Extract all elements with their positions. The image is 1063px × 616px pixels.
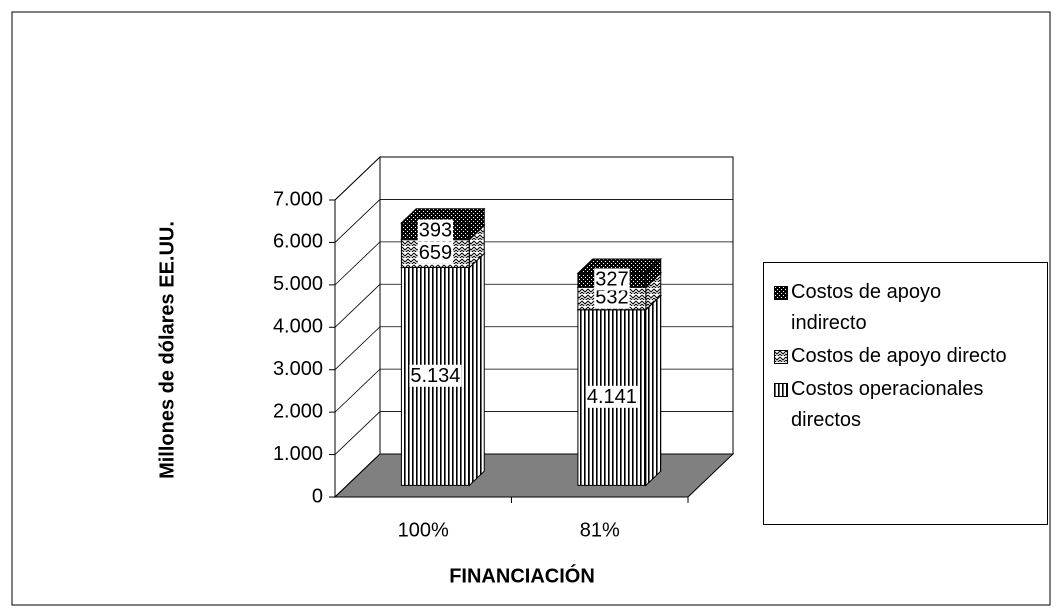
side-wall bbox=[334, 155, 381, 499]
y-tick-label: 5.000 bbox=[273, 273, 323, 295]
value-label: 4.141 bbox=[587, 386, 637, 408]
legend-swatch bbox=[774, 383, 788, 397]
legend-swatch bbox=[774, 286, 788, 300]
floor bbox=[333, 453, 735, 498]
legend-entry: Costos de apoyo indirecto bbox=[774, 277, 1039, 339]
x-tick-label: 81% bbox=[580, 519, 620, 541]
value-label: 393 bbox=[419, 220, 452, 242]
legend-key bbox=[774, 350, 788, 364]
bar-side bbox=[645, 294, 662, 487]
value-label: 659 bbox=[419, 242, 452, 264]
y-tick-label: 3.000 bbox=[273, 358, 323, 380]
y-tick-label: 0 bbox=[312, 485, 323, 507]
value-label: 532 bbox=[595, 287, 628, 309]
value-label: 327 bbox=[595, 268, 628, 290]
legend-label: Costos de apoyo indirecto bbox=[791, 281, 942, 334]
y-tick-label: 4.000 bbox=[273, 316, 323, 338]
x-tick-label: 100% bbox=[398, 519, 449, 541]
value-label-bg bbox=[594, 286, 630, 309]
value-label-bg bbox=[417, 241, 454, 264]
legend-entry: Costos de apoyo directo bbox=[774, 341, 1039, 372]
value-label-bg bbox=[417, 219, 454, 242]
y-tick-label: 6.000 bbox=[273, 231, 323, 253]
y-tick-label: 2.000 bbox=[273, 400, 323, 422]
y-tick-label: 7.000 bbox=[273, 188, 323, 210]
legend-swatch bbox=[774, 350, 788, 364]
legend-key bbox=[774, 383, 788, 397]
bar-side bbox=[468, 252, 485, 487]
legend-entry: Costos operacionales directos bbox=[774, 374, 1039, 436]
grid-line bbox=[334, 199, 733, 243]
value-label-bg bbox=[594, 268, 630, 291]
value-label-bg bbox=[409, 364, 462, 387]
legend-label: Costos operacionales directos bbox=[791, 378, 984, 431]
grid-line bbox=[334, 156, 733, 201]
y-axis-label: Millones de dólares EE.UU. bbox=[156, 221, 178, 479]
legend-key bbox=[774, 286, 788, 300]
y-tick-label: 1.000 bbox=[273, 443, 323, 465]
legend: Costos de apoyo indirecto Costos de apoyo… bbox=[763, 262, 1048, 525]
value-label-bg bbox=[585, 385, 638, 408]
x-axis-label: FINANCIACIÓN bbox=[449, 563, 595, 587]
legend-label: Costos de apoyo directo bbox=[791, 345, 1007, 367]
grid-line bbox=[334, 241, 733, 286]
value-label: 5.134 bbox=[410, 365, 460, 387]
